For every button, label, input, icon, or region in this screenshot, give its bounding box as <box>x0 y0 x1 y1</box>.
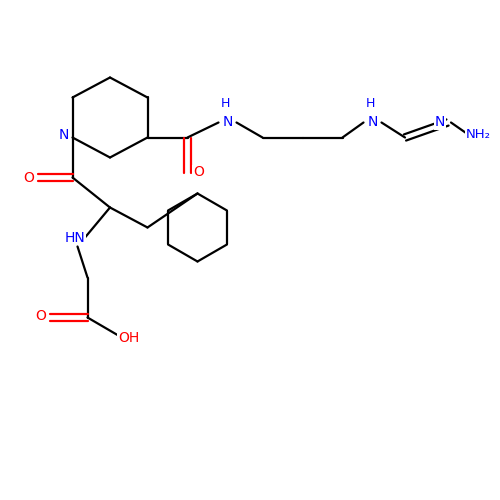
Text: N: N <box>222 116 232 130</box>
Text: O: O <box>36 310 46 324</box>
Text: OH: OH <box>118 330 139 344</box>
Text: N: N <box>368 116 378 130</box>
Text: NH₂: NH₂ <box>466 128 491 141</box>
Text: N: N <box>58 128 68 142</box>
Text: H: H <box>220 97 230 110</box>
Text: O: O <box>23 170 34 184</box>
Text: HN: HN <box>64 230 86 244</box>
Text: N: N <box>435 116 445 130</box>
Text: H: H <box>366 97 374 110</box>
Text: O: O <box>193 166 204 179</box>
